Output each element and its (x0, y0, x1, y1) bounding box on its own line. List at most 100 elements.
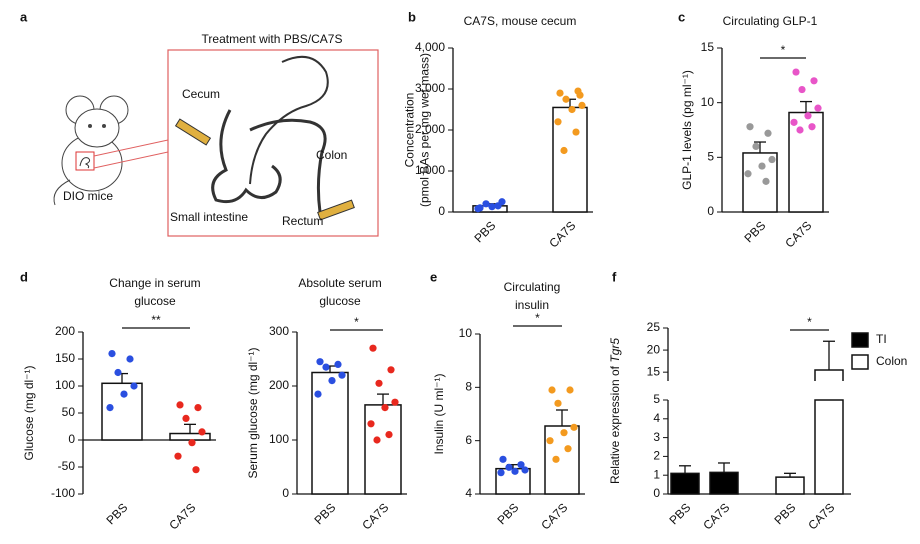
data-point (391, 398, 399, 406)
legend-swatch (851, 354, 869, 370)
data-point (746, 123, 754, 131)
panel-label: d (20, 269, 28, 284)
chart-title: Circulating (504, 280, 561, 294)
y-tick-label: 4 (653, 411, 660, 425)
x-tick-label: PBS (771, 500, 798, 527)
data-point (120, 390, 128, 398)
inset-box (167, 49, 379, 237)
organ-label: Colon (316, 148, 347, 162)
gut-icon-box (75, 151, 95, 171)
error-bar (800, 100, 812, 113)
error-bar (823, 340, 835, 370)
mouse-eye (88, 124, 92, 128)
error-bar (754, 141, 766, 153)
chart-title: Circulating GLP-1 (723, 14, 818, 28)
data-point (566, 386, 574, 394)
data-point (375, 379, 383, 387)
data-point (576, 91, 584, 99)
data-point (474, 205, 482, 213)
data-point (568, 105, 576, 114)
y-tick-label: 15 (647, 364, 661, 378)
y-tick-label: 2 (653, 449, 660, 463)
data-point (578, 101, 586, 109)
data-point (194, 404, 202, 412)
data-point (517, 461, 525, 469)
data-point (328, 377, 336, 385)
panel-label: f (612, 269, 617, 284)
error-bar (556, 409, 568, 426)
x-tick-label: CA7S (782, 218, 814, 250)
y-tick-label: 300 (269, 324, 289, 338)
syringe (317, 199, 355, 221)
small-intestine (211, 109, 282, 204)
y-axis-label: GLP-1 levels (pg ml⁻¹) (680, 70, 694, 190)
data-point (381, 404, 389, 412)
x-tick-label: PBS (311, 500, 338, 527)
data-point (556, 89, 564, 97)
x-tick-label: PBS (666, 500, 693, 527)
data-point (511, 467, 519, 475)
significance: ** (151, 313, 161, 327)
y-tick-label: 100 (269, 432, 289, 446)
panel-label: c (678, 9, 685, 24)
chart-title: glucose (319, 294, 361, 308)
data-point (810, 77, 818, 85)
data-point (488, 203, 496, 211)
data-point (762, 177, 770, 185)
y-tick-label: 200 (269, 378, 289, 392)
error-bar (718, 462, 730, 473)
data-point (570, 423, 578, 431)
x-tick-label: CA7S (538, 500, 570, 532)
data-point (798, 85, 806, 94)
y-tick-label: 5 (707, 150, 714, 164)
x-tick-label: PBS (494, 500, 521, 527)
data-point (562, 95, 570, 103)
y-tick-label: 3,000 (415, 81, 445, 95)
bar (775, 476, 805, 495)
data-point (316, 358, 324, 366)
zoom-line (93, 139, 169, 157)
y-axis-label: Relative expression of Tgr5 (608, 338, 622, 484)
data-point (808, 123, 816, 131)
y-tick-label: 10 (459, 326, 473, 340)
data-point (814, 104, 822, 112)
data-point (505, 463, 513, 471)
data-point (744, 170, 752, 178)
data-point (108, 350, 116, 358)
y-tick-label: 5 (653, 392, 660, 406)
error-bar (377, 393, 389, 405)
data-point (498, 198, 506, 206)
x-tick-label: CA7S (359, 500, 391, 532)
data-point (198, 428, 206, 436)
data-point (322, 363, 330, 371)
organ-label: Cecum (182, 87, 220, 101)
data-point (130, 382, 138, 390)
chart-title: insulin (515, 298, 549, 312)
data-point (564, 445, 572, 453)
x-tick-label: PBS (103, 500, 130, 527)
y-tick-label: 50 (62, 405, 76, 419)
data-point (176, 401, 184, 409)
legend-label: TI (876, 332, 887, 346)
data-point (548, 386, 556, 394)
chart-title: Absolute serum (298, 276, 381, 290)
panel-label: e (430, 269, 437, 284)
legend-label: Colon (876, 354, 907, 368)
significance: * (535, 311, 540, 325)
x-tick-label: PBS (471, 218, 498, 245)
mouse-label: DIO mice (63, 189, 113, 203)
bar (670, 472, 700, 495)
panel-a: a Treatment with PBS/CA7S DIO mice Cecum… (20, 9, 379, 237)
data-point (338, 371, 346, 379)
data-point (790, 118, 798, 126)
data-point (764, 129, 772, 137)
y-axis-label: Serum glucose (mg dl⁻¹) (246, 347, 260, 478)
data-point (521, 466, 529, 474)
data-point (752, 142, 760, 150)
chart-title: Change in serum (109, 276, 200, 290)
syringe (174, 118, 212, 146)
bar (364, 404, 402, 495)
data-point (560, 429, 568, 437)
data-point (554, 399, 562, 407)
y-tick-label: -100 (51, 486, 75, 500)
